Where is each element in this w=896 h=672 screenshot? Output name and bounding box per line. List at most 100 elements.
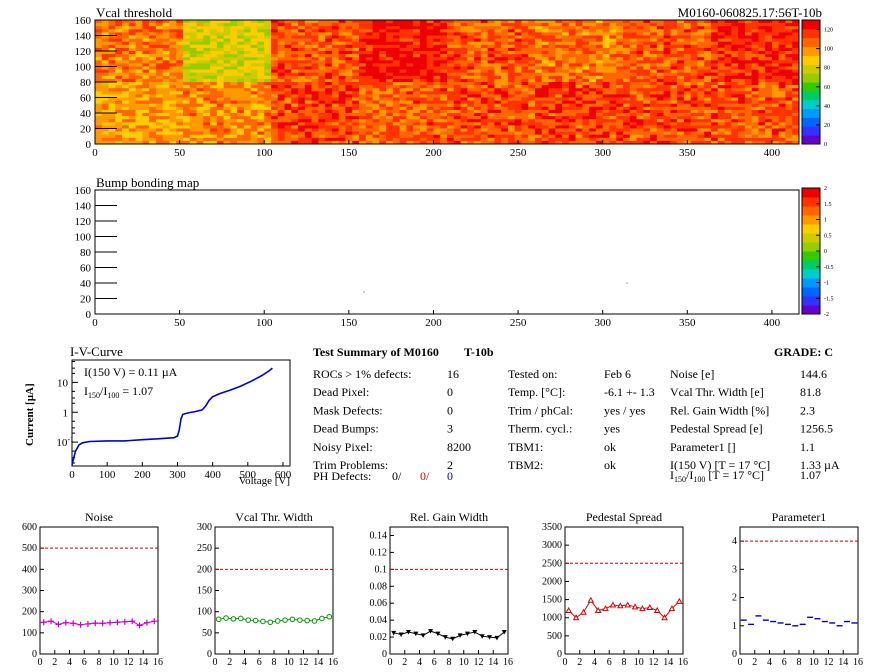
vcal-pixel-block xyxy=(352,137,360,142)
y-tick-label: 40 xyxy=(80,278,92,290)
vcal-pixel-block xyxy=(379,35,387,39)
vcal-pixel-block xyxy=(95,116,103,120)
vcal-pixel-block xyxy=(589,100,597,104)
vcal-pixel-block xyxy=(128,116,136,120)
vcal-pixel-block xyxy=(541,47,549,52)
vcal-pixel-block xyxy=(128,103,136,108)
vcal-pixel-block xyxy=(237,60,245,64)
vcal-pixel-block xyxy=(487,113,495,117)
grade-label: GRADE: C xyxy=(774,345,833,359)
vcal-pixel-block xyxy=(487,47,495,52)
vcal-pixel-block xyxy=(670,72,678,77)
vcal-pixel-block xyxy=(480,116,488,120)
vcal-pixel-block xyxy=(291,106,299,111)
vcal-pixel-block xyxy=(203,78,211,83)
vcal-pixel-block xyxy=(778,119,786,123)
vcal-pixel-block xyxy=(365,54,373,58)
vcal-pixel-block xyxy=(683,63,691,67)
trend-point xyxy=(428,629,434,634)
vcal-pixel-block xyxy=(101,94,109,98)
vcal-pixel-block xyxy=(392,106,400,111)
vcal-pixel-block xyxy=(670,82,678,86)
vcal-pixel-block xyxy=(257,97,265,101)
vcal-pixel-block xyxy=(149,78,157,83)
vcal-pixel-block xyxy=(128,137,136,142)
vcal-pixel-block xyxy=(704,131,712,135)
vcal-pixel-block xyxy=(582,26,590,30)
vcal-pixel-block xyxy=(535,113,543,117)
vcal-pixel-block xyxy=(480,128,488,132)
vcal-pixel-block xyxy=(325,131,333,135)
vcal-pixel-block xyxy=(738,72,746,77)
vcal-pixel-block xyxy=(771,41,779,46)
vcal-pixel-block xyxy=(284,44,292,49)
vcal-pixel-block xyxy=(447,44,455,49)
vcal-pixel-block xyxy=(210,109,218,114)
vcal-pixel-block xyxy=(216,60,224,64)
vcal-pixel-block xyxy=(122,106,130,111)
vcal-pixel-block xyxy=(406,57,414,61)
vcal-pixel-block xyxy=(433,29,441,33)
vcal-pixel-block xyxy=(230,88,238,92)
vcal-pixel-block xyxy=(792,78,800,83)
vcal-pixel-block xyxy=(690,47,698,52)
vcal-pixel-block xyxy=(650,134,658,139)
vcal-pixel-block xyxy=(277,69,285,73)
vcal-pixel-block xyxy=(460,122,468,126)
vcal-pixel-block xyxy=(602,85,610,89)
vcal-pixel-block xyxy=(237,47,245,52)
vcal-pixel-block xyxy=(629,125,637,129)
trend-x-tick-label: 14 xyxy=(138,657,148,668)
vcal-pixel-block xyxy=(216,26,224,30)
vcal-pixel-block xyxy=(203,116,211,120)
vcal-pixel-block xyxy=(331,47,339,52)
vcal-pixel-block xyxy=(555,88,563,92)
vcal-pixel-block xyxy=(264,85,272,89)
vcal-pixel-block xyxy=(568,23,576,27)
vcal-pixel-block xyxy=(318,100,326,104)
vcal-pixel-block xyxy=(697,131,705,135)
vcal-pixel-block xyxy=(311,47,319,52)
vcal-pixel-block xyxy=(623,72,631,77)
vcal-pixel-block xyxy=(359,97,367,101)
vcal-pixel-block xyxy=(135,69,143,73)
vcal-pixel-block xyxy=(460,78,468,83)
vcal-pixel-block xyxy=(243,128,251,132)
vcal-pixel-block xyxy=(230,119,238,123)
vcal-pixel-block xyxy=(697,134,705,139)
vcal-pixel-block xyxy=(230,131,238,135)
vcal-pixel-block xyxy=(453,109,461,114)
vcal-pixel-block xyxy=(406,100,414,104)
vcal-pixel-block xyxy=(325,103,333,108)
vcal-pixel-block xyxy=(771,134,779,139)
iv-x-tick-label: 400 xyxy=(204,469,221,481)
vcal-pixel-block xyxy=(243,100,251,104)
vcal-pixel-block xyxy=(169,20,177,24)
y-tick-label: 40 xyxy=(80,108,92,120)
vcal-pixel-block xyxy=(636,72,644,77)
vcal-pixel-block xyxy=(792,82,800,86)
vcal-pixel-block xyxy=(501,47,509,52)
vcal-pixel-block xyxy=(771,116,779,120)
vcal-pixel-block xyxy=(433,113,441,117)
vcal-pixel-block xyxy=(372,103,380,108)
vcal-pixel-block xyxy=(162,57,170,61)
summary-value: 1.1 xyxy=(800,440,815,454)
vcal-pixel-block xyxy=(589,125,597,129)
vcal-pixel-block xyxy=(650,122,658,126)
vcal-pixel-block xyxy=(514,125,522,129)
vcal-pixel-block xyxy=(149,137,157,142)
vcal-pixel-block xyxy=(318,140,326,145)
vcal-pixel-block xyxy=(352,41,360,46)
vcal-pixel-block xyxy=(304,41,312,46)
vcal-pixel-block xyxy=(480,44,488,49)
vcal-pixel-block xyxy=(683,75,691,80)
vcal-pixel-block xyxy=(785,106,793,111)
vcal-pixel-block xyxy=(643,137,651,142)
vcal-pixel-block xyxy=(101,20,109,24)
vcal-pixel-block xyxy=(609,100,617,104)
vcal-pixel-block xyxy=(406,41,414,46)
vcal-pixel-block xyxy=(562,54,570,58)
vcal-pixel-block xyxy=(379,75,387,80)
trend-x-tick-label: 10 xyxy=(634,657,644,668)
